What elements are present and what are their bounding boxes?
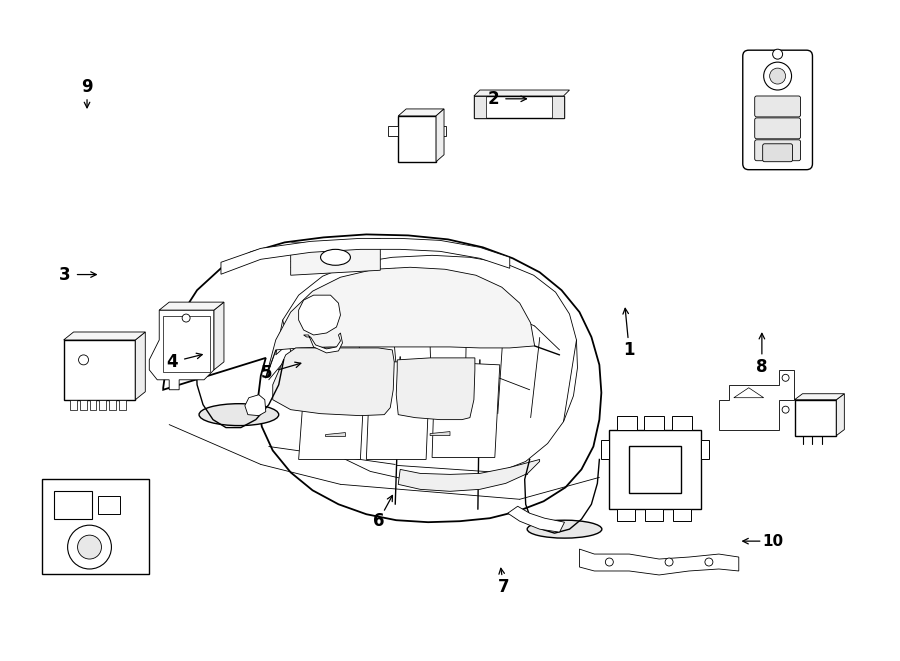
Text: 9: 9: [81, 78, 93, 96]
Polygon shape: [64, 332, 145, 340]
Text: 4: 4: [166, 353, 178, 371]
Circle shape: [606, 558, 613, 566]
Polygon shape: [474, 90, 570, 96]
Bar: [673, 509, 691, 521]
Bar: [474, 96, 486, 118]
Polygon shape: [245, 395, 266, 416]
Polygon shape: [719, 370, 794, 430]
Polygon shape: [432, 362, 500, 457]
Polygon shape: [326, 432, 346, 436]
Text: 7: 7: [498, 578, 509, 596]
Circle shape: [182, 314, 190, 322]
Circle shape: [772, 49, 783, 59]
Circle shape: [770, 68, 786, 84]
Text: 1: 1: [624, 341, 635, 359]
Polygon shape: [291, 239, 381, 275]
Bar: [110, 400, 116, 410]
FancyBboxPatch shape: [755, 140, 800, 161]
Bar: [644, 416, 664, 430]
Polygon shape: [221, 239, 509, 274]
Bar: [645, 509, 663, 521]
Bar: [69, 400, 76, 410]
Polygon shape: [163, 235, 601, 522]
Bar: [100, 400, 106, 410]
Text: 8: 8: [756, 358, 768, 375]
Polygon shape: [398, 109, 444, 116]
Bar: [98, 496, 121, 514]
Bar: [64, 340, 135, 400]
Circle shape: [78, 355, 88, 365]
Polygon shape: [388, 126, 398, 136]
Bar: [163, 316, 210, 372]
Bar: [795, 400, 836, 436]
Circle shape: [68, 525, 112, 569]
Bar: [474, 96, 563, 118]
Text: 6: 6: [373, 512, 384, 530]
Bar: [552, 96, 563, 118]
Polygon shape: [366, 362, 430, 459]
Bar: [672, 416, 692, 430]
Bar: [617, 416, 637, 430]
Polygon shape: [303, 333, 343, 353]
Circle shape: [782, 374, 789, 381]
Bar: [89, 400, 96, 410]
Polygon shape: [275, 255, 578, 481]
FancyBboxPatch shape: [755, 118, 800, 139]
Text: 3: 3: [58, 266, 70, 284]
Polygon shape: [149, 310, 214, 390]
Circle shape: [705, 558, 713, 566]
FancyBboxPatch shape: [755, 96, 800, 117]
Polygon shape: [436, 109, 444, 162]
Bar: [41, 479, 149, 574]
Bar: [609, 430, 701, 509]
Polygon shape: [436, 126, 446, 136]
Polygon shape: [299, 365, 365, 459]
Ellipse shape: [527, 520, 602, 538]
Polygon shape: [159, 302, 224, 310]
Ellipse shape: [199, 404, 279, 426]
Bar: [54, 491, 92, 519]
Bar: [398, 116, 436, 162]
Polygon shape: [430, 432, 450, 436]
Polygon shape: [299, 295, 340, 335]
Polygon shape: [396, 358, 475, 420]
Text: 5: 5: [260, 364, 272, 382]
Circle shape: [77, 535, 102, 559]
Bar: [120, 400, 126, 410]
Polygon shape: [398, 459, 540, 491]
Polygon shape: [266, 267, 535, 378]
Bar: [79, 400, 86, 410]
Polygon shape: [273, 348, 394, 416]
FancyBboxPatch shape: [762, 144, 793, 162]
Polygon shape: [795, 394, 844, 400]
Text: 2: 2: [487, 90, 499, 108]
Polygon shape: [836, 394, 844, 436]
Polygon shape: [135, 332, 145, 400]
Circle shape: [764, 62, 792, 90]
Ellipse shape: [320, 249, 350, 265]
Polygon shape: [580, 549, 739, 575]
Bar: [629, 446, 681, 493]
Circle shape: [665, 558, 673, 566]
Polygon shape: [508, 506, 564, 532]
Bar: [601, 440, 609, 459]
FancyBboxPatch shape: [742, 50, 813, 170]
Polygon shape: [214, 302, 224, 370]
Bar: [701, 440, 709, 459]
Circle shape: [782, 406, 789, 413]
Bar: [617, 509, 635, 521]
Polygon shape: [734, 388, 764, 398]
Text: 10: 10: [762, 533, 783, 549]
